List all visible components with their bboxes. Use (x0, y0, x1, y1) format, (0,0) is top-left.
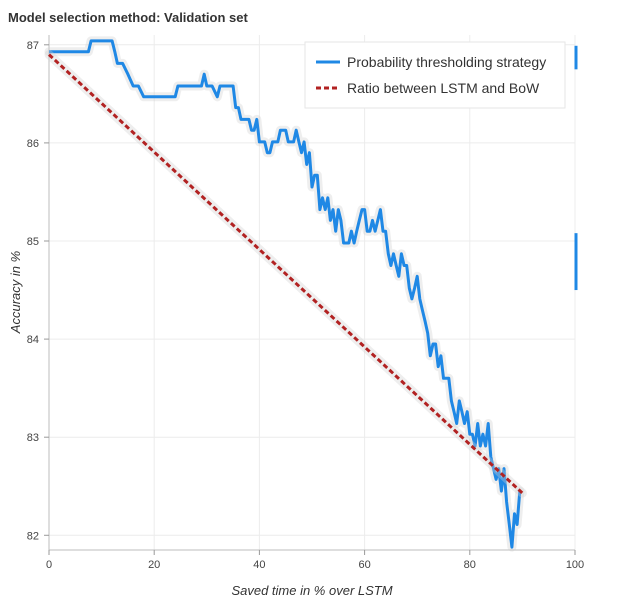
y-tick-label: 82 (27, 530, 39, 542)
x-tick-label: 60 (358, 559, 370, 571)
y-tick-label: 84 (27, 334, 39, 346)
legend-box (304, 41, 566, 109)
x-tick-label: 0 (46, 559, 52, 571)
x-tick-label: 100 (566, 559, 584, 571)
series-probability-thresholding-line (49, 39, 522, 549)
x-tick-label: 40 (253, 559, 265, 571)
y-tick-label: 87 (27, 40, 39, 52)
y-tick-label: 86 (27, 138, 39, 150)
y-tick-label: 85 (27, 236, 39, 248)
legend-label-ratio-lstm-bow: Ratio between LSTM and BoW (347, 80, 540, 96)
series-ratio-lstm-bow-line (47, 53, 524, 495)
y-tick-label: 83 (27, 432, 39, 444)
legend: Probability thresholding strategy Ratio … (304, 41, 566, 109)
axes: 0 20 40 60 80 100 82 83 84 85 86 87 (27, 35, 584, 571)
y-axis-title: Accuracy in % (8, 251, 23, 334)
x-axis-title: Saved time in % over LSTM (231, 583, 392, 598)
legend-label-probability-thresholding: Probability thresholding strategy (347, 54, 546, 70)
chart-title: Model selection method: Validation set (8, 10, 248, 25)
x-tick-label: 80 (464, 559, 476, 571)
x-tick-label: 20 (148, 559, 160, 571)
series-layer (44, 36, 527, 552)
